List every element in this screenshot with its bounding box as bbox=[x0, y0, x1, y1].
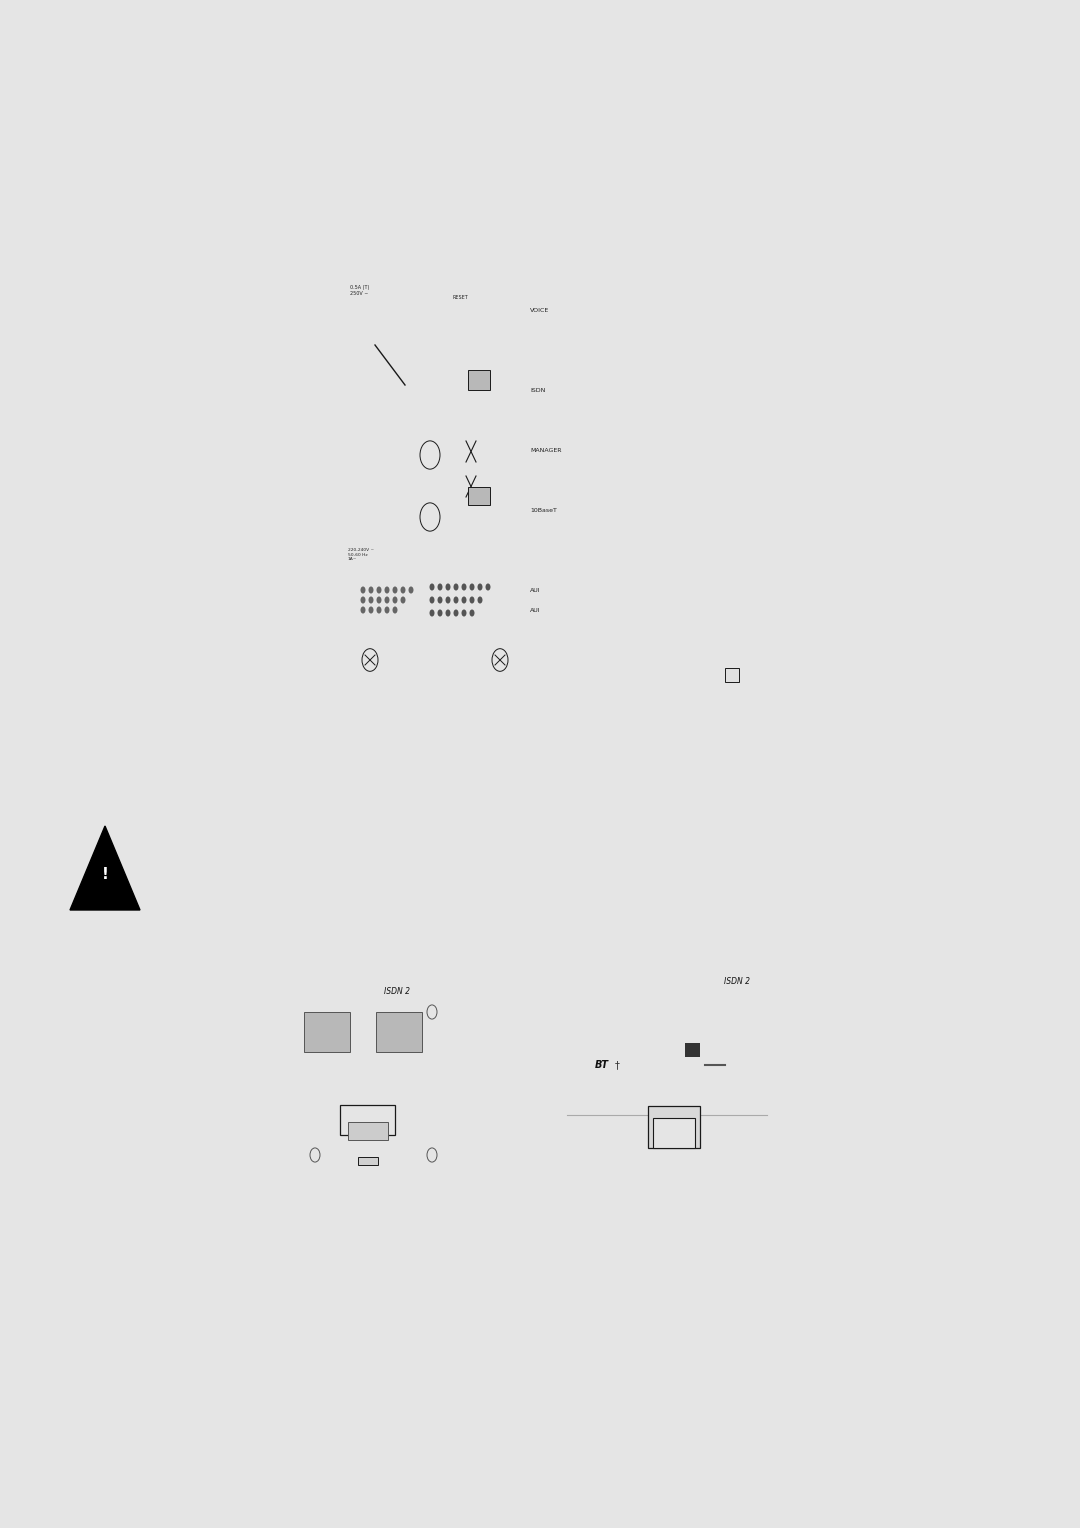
Text: . (US models see the note on: . (US models see the note on bbox=[325, 805, 523, 819]
FancyBboxPatch shape bbox=[653, 1118, 696, 1148]
Circle shape bbox=[408, 587, 414, 593]
Circle shape bbox=[368, 587, 374, 593]
Text: and: and bbox=[216, 805, 249, 819]
Text: Figure 1-9: Figure 1-9 bbox=[87, 738, 160, 750]
Polygon shape bbox=[460, 385, 525, 420]
Text: †: † bbox=[615, 1060, 620, 1070]
FancyBboxPatch shape bbox=[340, 1105, 395, 1135]
FancyBboxPatch shape bbox=[348, 1122, 388, 1140]
Polygon shape bbox=[292, 978, 443, 1199]
Text: page 1-6: page 1-6 bbox=[523, 805, 582, 819]
Circle shape bbox=[454, 584, 459, 590]
Circle shape bbox=[470, 610, 474, 616]
Circle shape bbox=[486, 584, 490, 590]
Text: LAN port as the ISDN line voltage could damage the unit.: LAN port as the ISDN line voltage could … bbox=[156, 877, 539, 889]
Circle shape bbox=[446, 610, 450, 616]
Text: ISDN 2: ISDN 2 bbox=[384, 987, 410, 996]
Circle shape bbox=[430, 596, 434, 604]
Circle shape bbox=[361, 596, 365, 604]
Circle shape bbox=[454, 596, 459, 604]
Text: 220-240V ~
50-60 Hz
1A~: 220-240V ~ 50-60 Hz 1A~ bbox=[348, 549, 374, 561]
Circle shape bbox=[454, 610, 459, 616]
Text: Installation: Installation bbox=[719, 136, 795, 148]
Circle shape bbox=[392, 596, 397, 604]
Circle shape bbox=[461, 610, 467, 616]
Circle shape bbox=[368, 596, 374, 604]
Text: ISDN: ISDN bbox=[530, 388, 545, 393]
Text: 0.5A (T)
250V ~: 0.5A (T) 250V ~ bbox=[350, 286, 369, 296]
Circle shape bbox=[384, 596, 390, 604]
Circle shape bbox=[437, 610, 443, 616]
FancyBboxPatch shape bbox=[503, 270, 521, 295]
Polygon shape bbox=[460, 435, 525, 468]
Bar bbox=[468, 370, 490, 390]
Polygon shape bbox=[70, 827, 140, 911]
FancyBboxPatch shape bbox=[296, 983, 357, 1045]
Text: !: ! bbox=[102, 866, 108, 882]
Text: AUI: AUI bbox=[530, 608, 541, 613]
Circle shape bbox=[470, 584, 474, 590]
Circle shape bbox=[384, 587, 390, 593]
Circle shape bbox=[377, 596, 381, 604]
Circle shape bbox=[361, 607, 365, 614]
Text: Examples of ISDN Wall Boxes: Examples of ISDN Wall Boxes bbox=[195, 1299, 391, 1313]
Circle shape bbox=[446, 596, 450, 604]
Circle shape bbox=[360, 322, 420, 408]
Text: CAUTION:: CAUTION: bbox=[156, 848, 227, 862]
Polygon shape bbox=[527, 222, 748, 275]
Polygon shape bbox=[345, 275, 525, 700]
Circle shape bbox=[446, 584, 450, 590]
Circle shape bbox=[430, 584, 434, 590]
Text: AUI: AUI bbox=[530, 587, 541, 593]
Text: box. See: box. See bbox=[87, 805, 150, 819]
FancyBboxPatch shape bbox=[648, 1106, 700, 1148]
FancyBboxPatch shape bbox=[562, 697, 772, 963]
Text: Do not connect the ISDN line into the AccessBuilder 500’s: Do not connect the ISDN line into the Ac… bbox=[227, 848, 616, 862]
Polygon shape bbox=[345, 238, 745, 275]
Text: Figure 1-10: Figure 1-10 bbox=[249, 805, 325, 819]
Polygon shape bbox=[455, 940, 480, 1219]
Polygon shape bbox=[580, 969, 758, 1112]
Circle shape bbox=[477, 596, 483, 604]
Polygon shape bbox=[340, 258, 527, 275]
FancyBboxPatch shape bbox=[357, 1157, 378, 1164]
Circle shape bbox=[377, 587, 381, 593]
Text: ): ) bbox=[582, 805, 586, 819]
Bar bbox=[468, 487, 490, 504]
Circle shape bbox=[437, 596, 443, 604]
Polygon shape bbox=[460, 500, 525, 530]
Text: ······: ······ bbox=[923, 167, 941, 177]
Text: MANAGER: MANAGER bbox=[530, 448, 562, 452]
FancyBboxPatch shape bbox=[368, 983, 430, 1045]
Text: 1-21: 1-21 bbox=[912, 141, 951, 156]
Text: Connect ISDN Cable Into A Proprietary ISDN Wall Box: Connect ISDN Cable Into A Proprietary IS… bbox=[178, 738, 518, 750]
Circle shape bbox=[477, 584, 483, 590]
Circle shape bbox=[392, 607, 397, 614]
Text: 10BaseT: 10BaseT bbox=[530, 507, 557, 512]
Circle shape bbox=[361, 587, 365, 593]
Circle shape bbox=[368, 607, 374, 614]
FancyBboxPatch shape bbox=[480, 270, 498, 295]
Text: VOICE: VOICE bbox=[530, 307, 550, 313]
Polygon shape bbox=[280, 960, 455, 1219]
Circle shape bbox=[461, 584, 467, 590]
FancyBboxPatch shape bbox=[376, 1012, 422, 1051]
Circle shape bbox=[401, 587, 405, 593]
Text: Connect the supplied ISDN cable from the ISDN port into the ISDN wall: Connect the supplied ISDN cable from the… bbox=[87, 781, 559, 793]
Text: Figure 1-10: Figure 1-10 bbox=[87, 1299, 168, 1313]
FancyBboxPatch shape bbox=[303, 1012, 350, 1051]
Circle shape bbox=[401, 596, 405, 604]
Circle shape bbox=[377, 607, 381, 614]
Circle shape bbox=[437, 584, 443, 590]
Circle shape bbox=[430, 610, 434, 616]
Text: ISDN 2: ISDN 2 bbox=[724, 978, 750, 987]
Polygon shape bbox=[525, 238, 745, 700]
Text: BT: BT bbox=[320, 1016, 330, 1024]
FancyBboxPatch shape bbox=[480, 287, 519, 325]
Bar bbox=[725, 668, 739, 681]
Text: Figure 1-9: Figure 1-9 bbox=[150, 805, 216, 819]
Circle shape bbox=[392, 587, 397, 593]
